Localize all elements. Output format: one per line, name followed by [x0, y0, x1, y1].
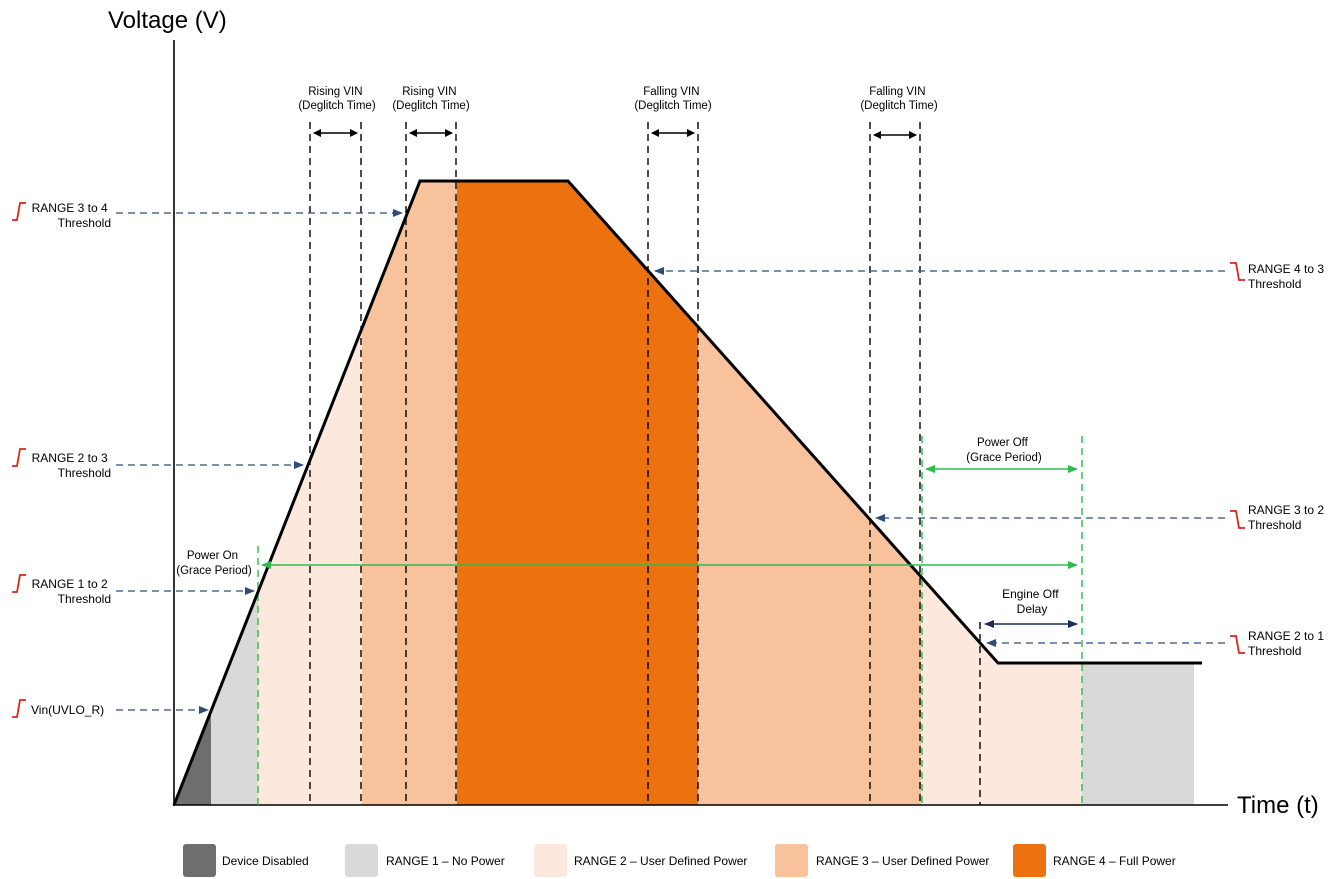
grace-periods: Power On (Grace Period) Power Off (Grace… — [176, 437, 1078, 628]
voltage-curve — [172, 179, 1202, 806]
rising-edge-icon — [12, 202, 26, 221]
rising-deglitch-1-label: Rising VIN (Deglitch Time) — [298, 86, 375, 112]
legend-label: RANGE 3 – User Defined Power — [816, 854, 989, 868]
falling-edge-icon — [1230, 510, 1245, 529]
range-regions — [174, 181, 1194, 805]
range-3-to-4-label: RANGE 3 to 4 Threshold — [32, 201, 111, 230]
vin-uvlo-label: Vin(UVLO_R) — [31, 703, 104, 717]
legend: Device Disabled RANGE 1 – No Power RANGE… — [183, 844, 1176, 877]
legend-item-range-2: RANGE 2 – User Defined Power — [534, 844, 747, 877]
falling-deglitch-2-label: Falling VIN (Deglitch Time) — [860, 86, 937, 112]
axes: Voltage (V) Time (t) — [108, 7, 1319, 819]
range-2-to-3-label: RANGE 2 to 3 Threshold — [32, 451, 111, 480]
range-1-to-2-label: RANGE 1 to 2 Threshold — [32, 577, 111, 606]
region-range-4 — [457, 181, 698, 805]
falling-edge-icon — [1230, 635, 1245, 654]
legend-item-device-disabled: Device Disabled — [183, 844, 309, 877]
falling-deglitch-1-label: Falling VIN (Deglitch Time) — [634, 86, 711, 112]
deglitch-arrows — [313, 129, 917, 139]
power-on-label: Power On (Grace Period) — [176, 550, 252, 577]
rising-edge-icon — [12, 699, 26, 718]
legend-label: RANGE 4 – Full Power — [1053, 854, 1176, 868]
legend-label: RANGE 1 – No Power — [386, 854, 505, 868]
region-range-3-rising — [362, 181, 457, 805]
threshold-labels: RANGE 3 to 4 Threshold RANGE 2 to 3 Thre… — [31, 201, 1327, 717]
falling-edge-icon — [1230, 262, 1245, 281]
legend-swatch — [1013, 844, 1046, 877]
legend-swatch — [183, 844, 216, 877]
legend-item-range-4: RANGE 4 – Full Power — [1013, 844, 1176, 877]
region-range-1-rising — [211, 589, 258, 805]
legend-swatch — [345, 844, 378, 877]
range-3-to-2-label: RANGE 3 to 2 Threshold — [1248, 503, 1327, 532]
legend-swatch — [775, 844, 808, 877]
x-axis-title: Time (t) — [1237, 792, 1319, 819]
engine-off-label: Engine Off Delay — [1002, 587, 1062, 616]
rising-deglitch-2-label: Rising VIN (Deglitch Time) — [392, 86, 469, 112]
power-off-label: Power Off (Grace Period) — [966, 437, 1042, 464]
region-range-1-falling — [1082, 663, 1194, 805]
range-2-to-1-label: RANGE 2 to 1 Threshold — [1248, 629, 1327, 658]
legend-label: Device Disabled — [222, 854, 309, 868]
rising-edge-icon — [12, 448, 26, 467]
rising-edge-icon — [12, 574, 26, 593]
edge-icons — [12, 202, 1245, 718]
region-range-3-falling — [698, 327, 921, 805]
legend-swatch — [534, 844, 567, 877]
deglitch-labels: Rising VIN (Deglitch Time) Rising VIN (D… — [298, 86, 937, 112]
legend-item-range-1: RANGE 1 – No Power — [345, 844, 505, 877]
threshold-arrows — [116, 209, 1225, 714]
legend-label: RANGE 2 – User Defined Power — [574, 854, 747, 868]
grace-period-lines — [257, 436, 1083, 805]
region-range-2-falling — [921, 577, 1082, 805]
legend-item-range-3: RANGE 3 – User Defined Power — [775, 844, 989, 877]
y-axis-title: Voltage (V) — [108, 7, 227, 34]
range-4-to-3-label: RANGE 4 to 3 Threshold — [1248, 262, 1327, 291]
